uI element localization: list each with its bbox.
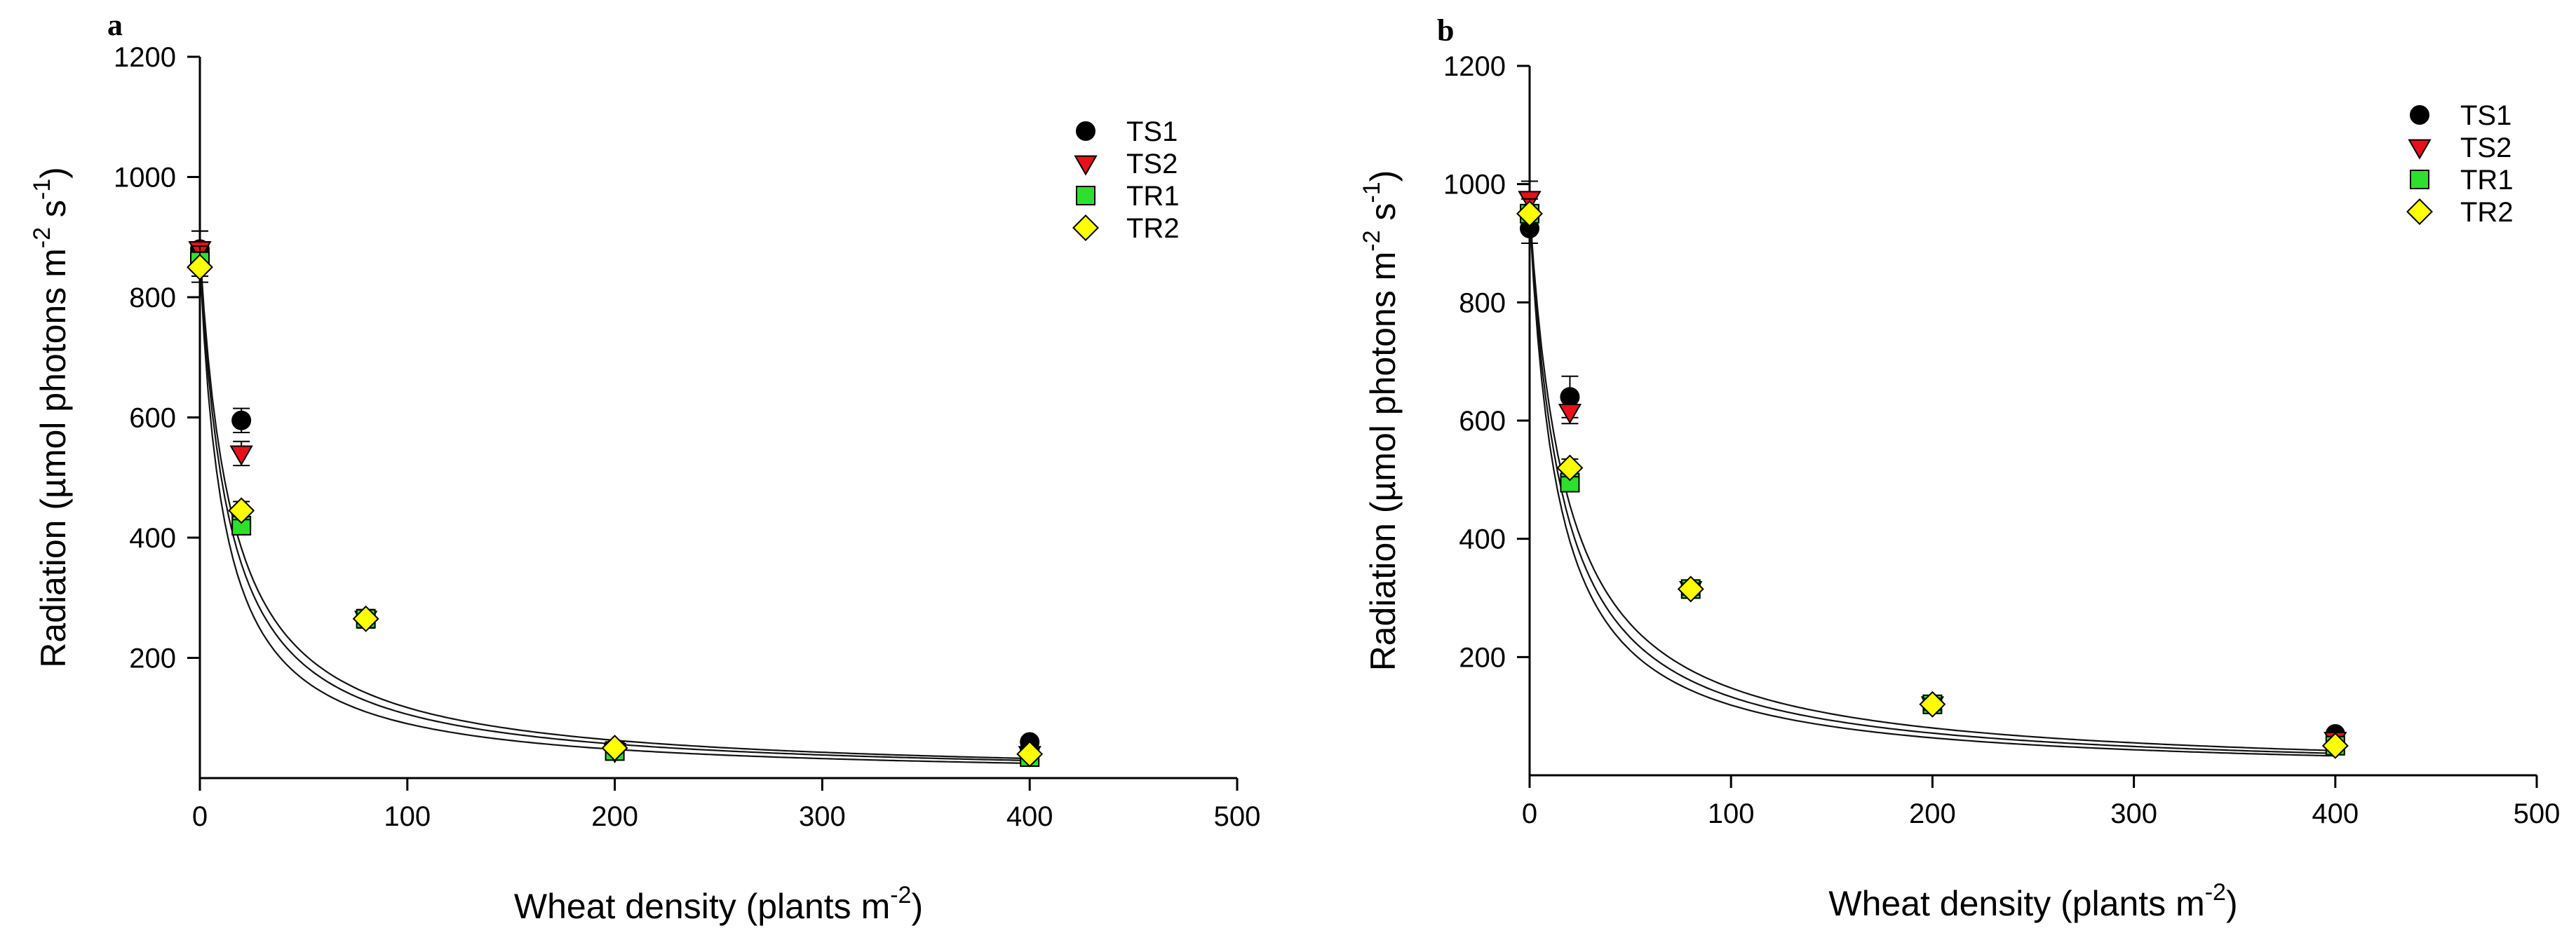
x-tick-label: 0: [1522, 798, 1537, 829]
legend-marker-ts2: [2408, 139, 2432, 160]
series-tr1: [1520, 198, 2345, 756]
y-axis-label-end: ): [34, 167, 73, 179]
x-axis-label: Wheat density (plants m-2): [514, 882, 923, 926]
x-tick-label: 0: [192, 801, 208, 832]
y-tick-label: 1200: [114, 42, 176, 73]
y-tick-label: 400: [129, 523, 176, 554]
x-tick-label: 500: [2514, 798, 2561, 829]
y-axis-label-text: Radiation (µmol photons m: [34, 248, 73, 668]
y-tick-label: 1000: [114, 163, 176, 193]
panel-letter: a: [107, 8, 123, 42]
fit-curve: [1528, 207, 2335, 751]
y-axis-label-text: Radiation (µmol photons m: [1363, 252, 1403, 672]
series-ts1: [190, 230, 1040, 758]
data-point-tr2: [1016, 740, 1044, 768]
data-point-tr2: [187, 254, 213, 281]
data-point-tr2: [1556, 454, 1584, 482]
legend-label: TS1: [1126, 116, 1178, 147]
y-tick-label: 600: [1459, 406, 1506, 437]
data-point-ts1: [231, 410, 252, 430]
y-tick-label: 800: [1459, 287, 1506, 318]
x-tick-label: 400: [2312, 798, 2359, 829]
chart-panel-a: a 0 100 200 300 400 500 200 400 600 800 1000 1200 Whe…: [29, 8, 1260, 926]
x-tick-label: 100: [384, 801, 431, 832]
y-tick-label: 1200: [1443, 51, 1506, 82]
x-tick-label: 100: [1708, 798, 1755, 829]
series-ts2: [188, 230, 1041, 767]
series-ts1: [1520, 212, 2345, 744]
data-point-tr2: [228, 497, 255, 524]
y-tick-label: 200: [129, 643, 176, 674]
y-tick-label: 200: [1459, 642, 1506, 673]
data-point-tr2: [352, 605, 379, 632]
x-tick-label: 400: [1006, 801, 1053, 832]
legend-label: TS2: [1126, 149, 1178, 179]
x-tick-label: 200: [1909, 798, 1956, 829]
data-point-tr2: [1677, 576, 1704, 603]
legend-label: TR2: [2460, 197, 2514, 228]
legend-label: TR1: [1126, 181, 1180, 212]
x-axis-label-superscript: -2: [890, 882, 911, 908]
x-tick-label: 300: [799, 801, 846, 832]
series-tr2: [187, 251, 1044, 768]
y-tick-label: 400: [1459, 524, 1506, 555]
x-axis-label: Wheat density (plants m-2): [1828, 879, 2237, 923]
data-point-tr2: [601, 735, 628, 762]
legend-marker-tr2: [2406, 198, 2433, 225]
x-axis-label-superscript: -2: [2205, 879, 2226, 906]
fit-curve: [1528, 210, 2335, 754]
chart-panel-b: b 0 100 200 300 400 500 200 400 600 800 1000 1200 Whe…: [1358, 13, 2560, 923]
x-axis-label-end: ): [2226, 884, 2238, 923]
x-tick-label: 300: [2110, 798, 2157, 829]
legend-label: TS2: [2460, 132, 2511, 163]
data-point-ts2: [1558, 403, 1582, 424]
data-point-tr2: [2321, 732, 2349, 759]
data-point-tr2: [1516, 200, 1543, 227]
y-axis-label: Radiation (µmol photons m-2 s-1): [29, 167, 73, 668]
legend-marker-ts2: [1074, 155, 1098, 176]
fit-curve: [198, 249, 1030, 760]
fit-curve: [198, 254, 1030, 762]
series-tr1: [190, 245, 1040, 767]
legend-marker-tr1: [2410, 170, 2429, 189]
legend-marker-tr1: [1076, 186, 1095, 205]
y-axis-label-mid: s: [1363, 203, 1403, 231]
y-axis-label-end: ): [1363, 170, 1403, 182]
y-axis-label-superscript: -2: [29, 227, 55, 248]
x-axis-label-text: Wheat density (plants m: [514, 887, 890, 926]
y-tick-label: 600: [129, 403, 176, 434]
legend-label: TS1: [2460, 100, 2511, 131]
x-tick-label: 200: [591, 801, 638, 832]
legend-marker-ts1: [1076, 121, 1095, 141]
x-tick-label: 500: [1214, 801, 1261, 832]
series-tr2: [1516, 198, 2349, 759]
y-tick-label: 1000: [1443, 170, 1506, 200]
x-axis-label-text: Wheat density (plants m: [1828, 884, 2204, 923]
y-tick-label: 800: [129, 282, 176, 313]
legend-label: TR2: [1126, 213, 1180, 244]
legend-marker-ts1: [2410, 105, 2429, 125]
y-axis-label-superscript: -1: [1358, 182, 1385, 203]
panel-letter: b: [1437, 13, 1454, 48]
legend-label: TR1: [2460, 165, 2514, 196]
fit-curve: [1528, 213, 2335, 757]
fit-curve: [198, 261, 1030, 764]
series-ts2: [1518, 180, 2347, 753]
y-axis-label-superscript: -2: [1358, 231, 1385, 252]
data-point-tr2: [1919, 690, 1946, 718]
y-axis-label-mid: s: [34, 200, 73, 227]
y-axis-label: Radiation (µmol photons m-2 s-1): [1358, 170, 1403, 672]
data-point-ts2: [229, 445, 253, 466]
legend-marker-tr2: [1072, 214, 1099, 241]
y-axis-label-superscript: -1: [29, 179, 55, 200]
x-axis-label-end: ): [911, 887, 923, 926]
